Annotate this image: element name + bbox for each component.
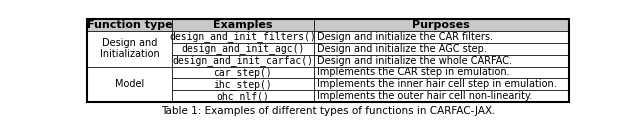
Text: Implements the inner hair cell step in emulation.: Implements the inner hair cell step in e… bbox=[317, 79, 556, 89]
Text: Function type: Function type bbox=[87, 20, 172, 30]
Text: ohc_nlf(): ohc_nlf() bbox=[216, 91, 269, 102]
Bar bbox=[172, 43, 314, 55]
Text: design_and_init_agc(): design_and_init_agc() bbox=[181, 43, 304, 54]
Bar bbox=[172, 55, 314, 67]
Text: Design and initialize the whole CARFAC.: Design and initialize the whole CARFAC. bbox=[317, 56, 511, 66]
Text: Design and
Initialization: Design and Initialization bbox=[100, 38, 159, 59]
Bar bbox=[172, 31, 314, 43]
Bar bbox=[172, 90, 314, 102]
Text: design_and_init_filters(): design_and_init_filters() bbox=[169, 31, 316, 42]
Bar bbox=[314, 19, 568, 31]
Bar bbox=[172, 67, 314, 78]
Text: car_step(): car_step() bbox=[213, 67, 272, 78]
Bar bbox=[88, 67, 172, 102]
Bar bbox=[314, 55, 568, 67]
Bar bbox=[314, 43, 568, 55]
Text: Implements the CAR step in emulation.: Implements the CAR step in emulation. bbox=[317, 67, 509, 77]
Text: Design and initialize the CAR filters.: Design and initialize the CAR filters. bbox=[317, 32, 493, 42]
Bar bbox=[314, 78, 568, 90]
Bar bbox=[172, 19, 314, 31]
Bar bbox=[88, 19, 568, 102]
Text: Model: Model bbox=[115, 79, 144, 89]
Bar bbox=[172, 78, 314, 90]
Text: Purposes: Purposes bbox=[412, 20, 470, 30]
Bar bbox=[314, 67, 568, 78]
Bar bbox=[314, 31, 568, 43]
Bar bbox=[88, 19, 172, 31]
Text: Examples: Examples bbox=[213, 20, 273, 30]
Bar bbox=[314, 90, 568, 102]
Text: design_and_init_carfac(): design_and_init_carfac() bbox=[172, 55, 313, 66]
Text: Design and initialize the AGC step.: Design and initialize the AGC step. bbox=[317, 44, 486, 54]
Text: ihc_step(): ihc_step() bbox=[213, 79, 272, 90]
Text: Table 1: Examples of different types of functions in CARFAC-JAX.: Table 1: Examples of different types of … bbox=[161, 106, 495, 116]
Text: Implements the outer hair cell non-linearity.: Implements the outer hair cell non-linea… bbox=[317, 91, 532, 101]
Bar bbox=[88, 31, 172, 67]
